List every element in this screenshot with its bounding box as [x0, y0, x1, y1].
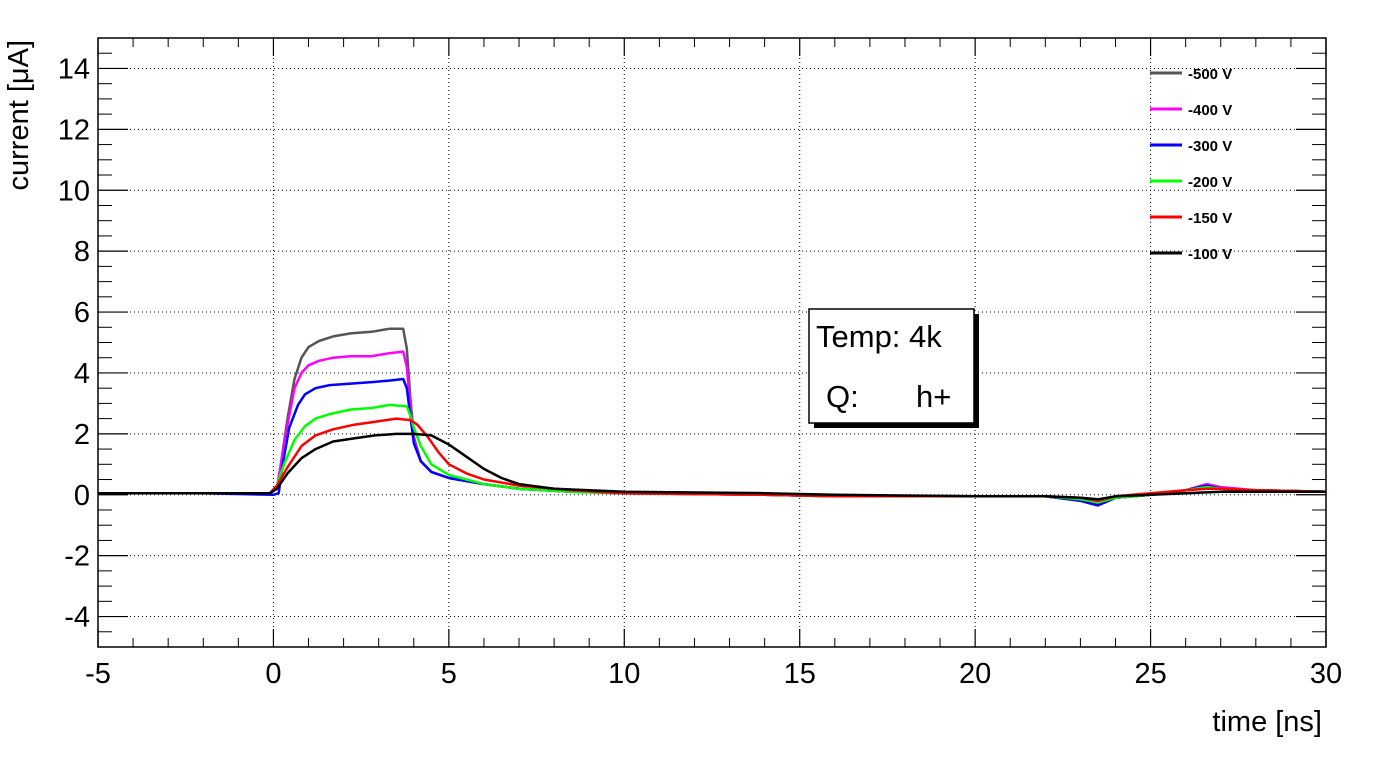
legend-label: -200 V — [1188, 174, 1232, 191]
legend-label: -400 V — [1188, 102, 1232, 119]
y-tick-label: 14 — [58, 53, 90, 85]
annotation-temperature: Temp: 4k — [816, 319, 942, 354]
legend: -500 V -400 V -300 V -200 V -150 V -100 V — [1150, 66, 1232, 263]
y-tick-label: 10 — [58, 175, 90, 207]
x-tick-label: -5 — [85, 658, 111, 690]
x-tick-label: 25 — [1134, 658, 1166, 690]
x-axis-title: time [ns] — [1212, 706, 1322, 738]
y-tick-label: 6 — [74, 297, 90, 329]
annotation-charge-value: h+ — [916, 379, 951, 414]
y-tick-label: 2 — [74, 419, 90, 451]
y-axis-title: current [μA] — [3, 40, 35, 190]
series-line — [98, 432, 1326, 501]
x-tick-label: 20 — [959, 658, 991, 690]
legend-label: -300 V — [1188, 138, 1232, 155]
x-tick-label: 30 — [1310, 658, 1342, 690]
annotation-frame — [808, 308, 975, 424]
legend-label: -100 V — [1188, 246, 1232, 263]
y-tick-label: 4 — [74, 358, 90, 390]
legend-label: -500 V — [1188, 66, 1232, 83]
x-tick-label: 0 — [265, 658, 281, 690]
y-tick-label: -4 — [64, 602, 90, 634]
y-tick-label: -2 — [64, 541, 90, 573]
x-tick-label: 5 — [441, 658, 457, 690]
x-tick-label: 15 — [784, 658, 816, 690]
legend-label: -150 V — [1188, 210, 1232, 227]
series-group — [98, 327, 1327, 507]
y-tick-label: 0 — [74, 480, 90, 512]
x-tick-label: 10 — [608, 658, 640, 690]
y-tick-label: 12 — [58, 114, 90, 146]
y-tick-label: 8 — [74, 236, 90, 268]
axes: -5 0 5 10 15 20 25 30 -4 -2 0 2 4 6 8 10 12 14 — [58, 37, 1342, 690]
grid — [98, 38, 1326, 647]
annotation-charge-label: Q: — [826, 379, 859, 414]
annotation-box: Temp: 4k Q: h+ — [808, 308, 979, 428]
